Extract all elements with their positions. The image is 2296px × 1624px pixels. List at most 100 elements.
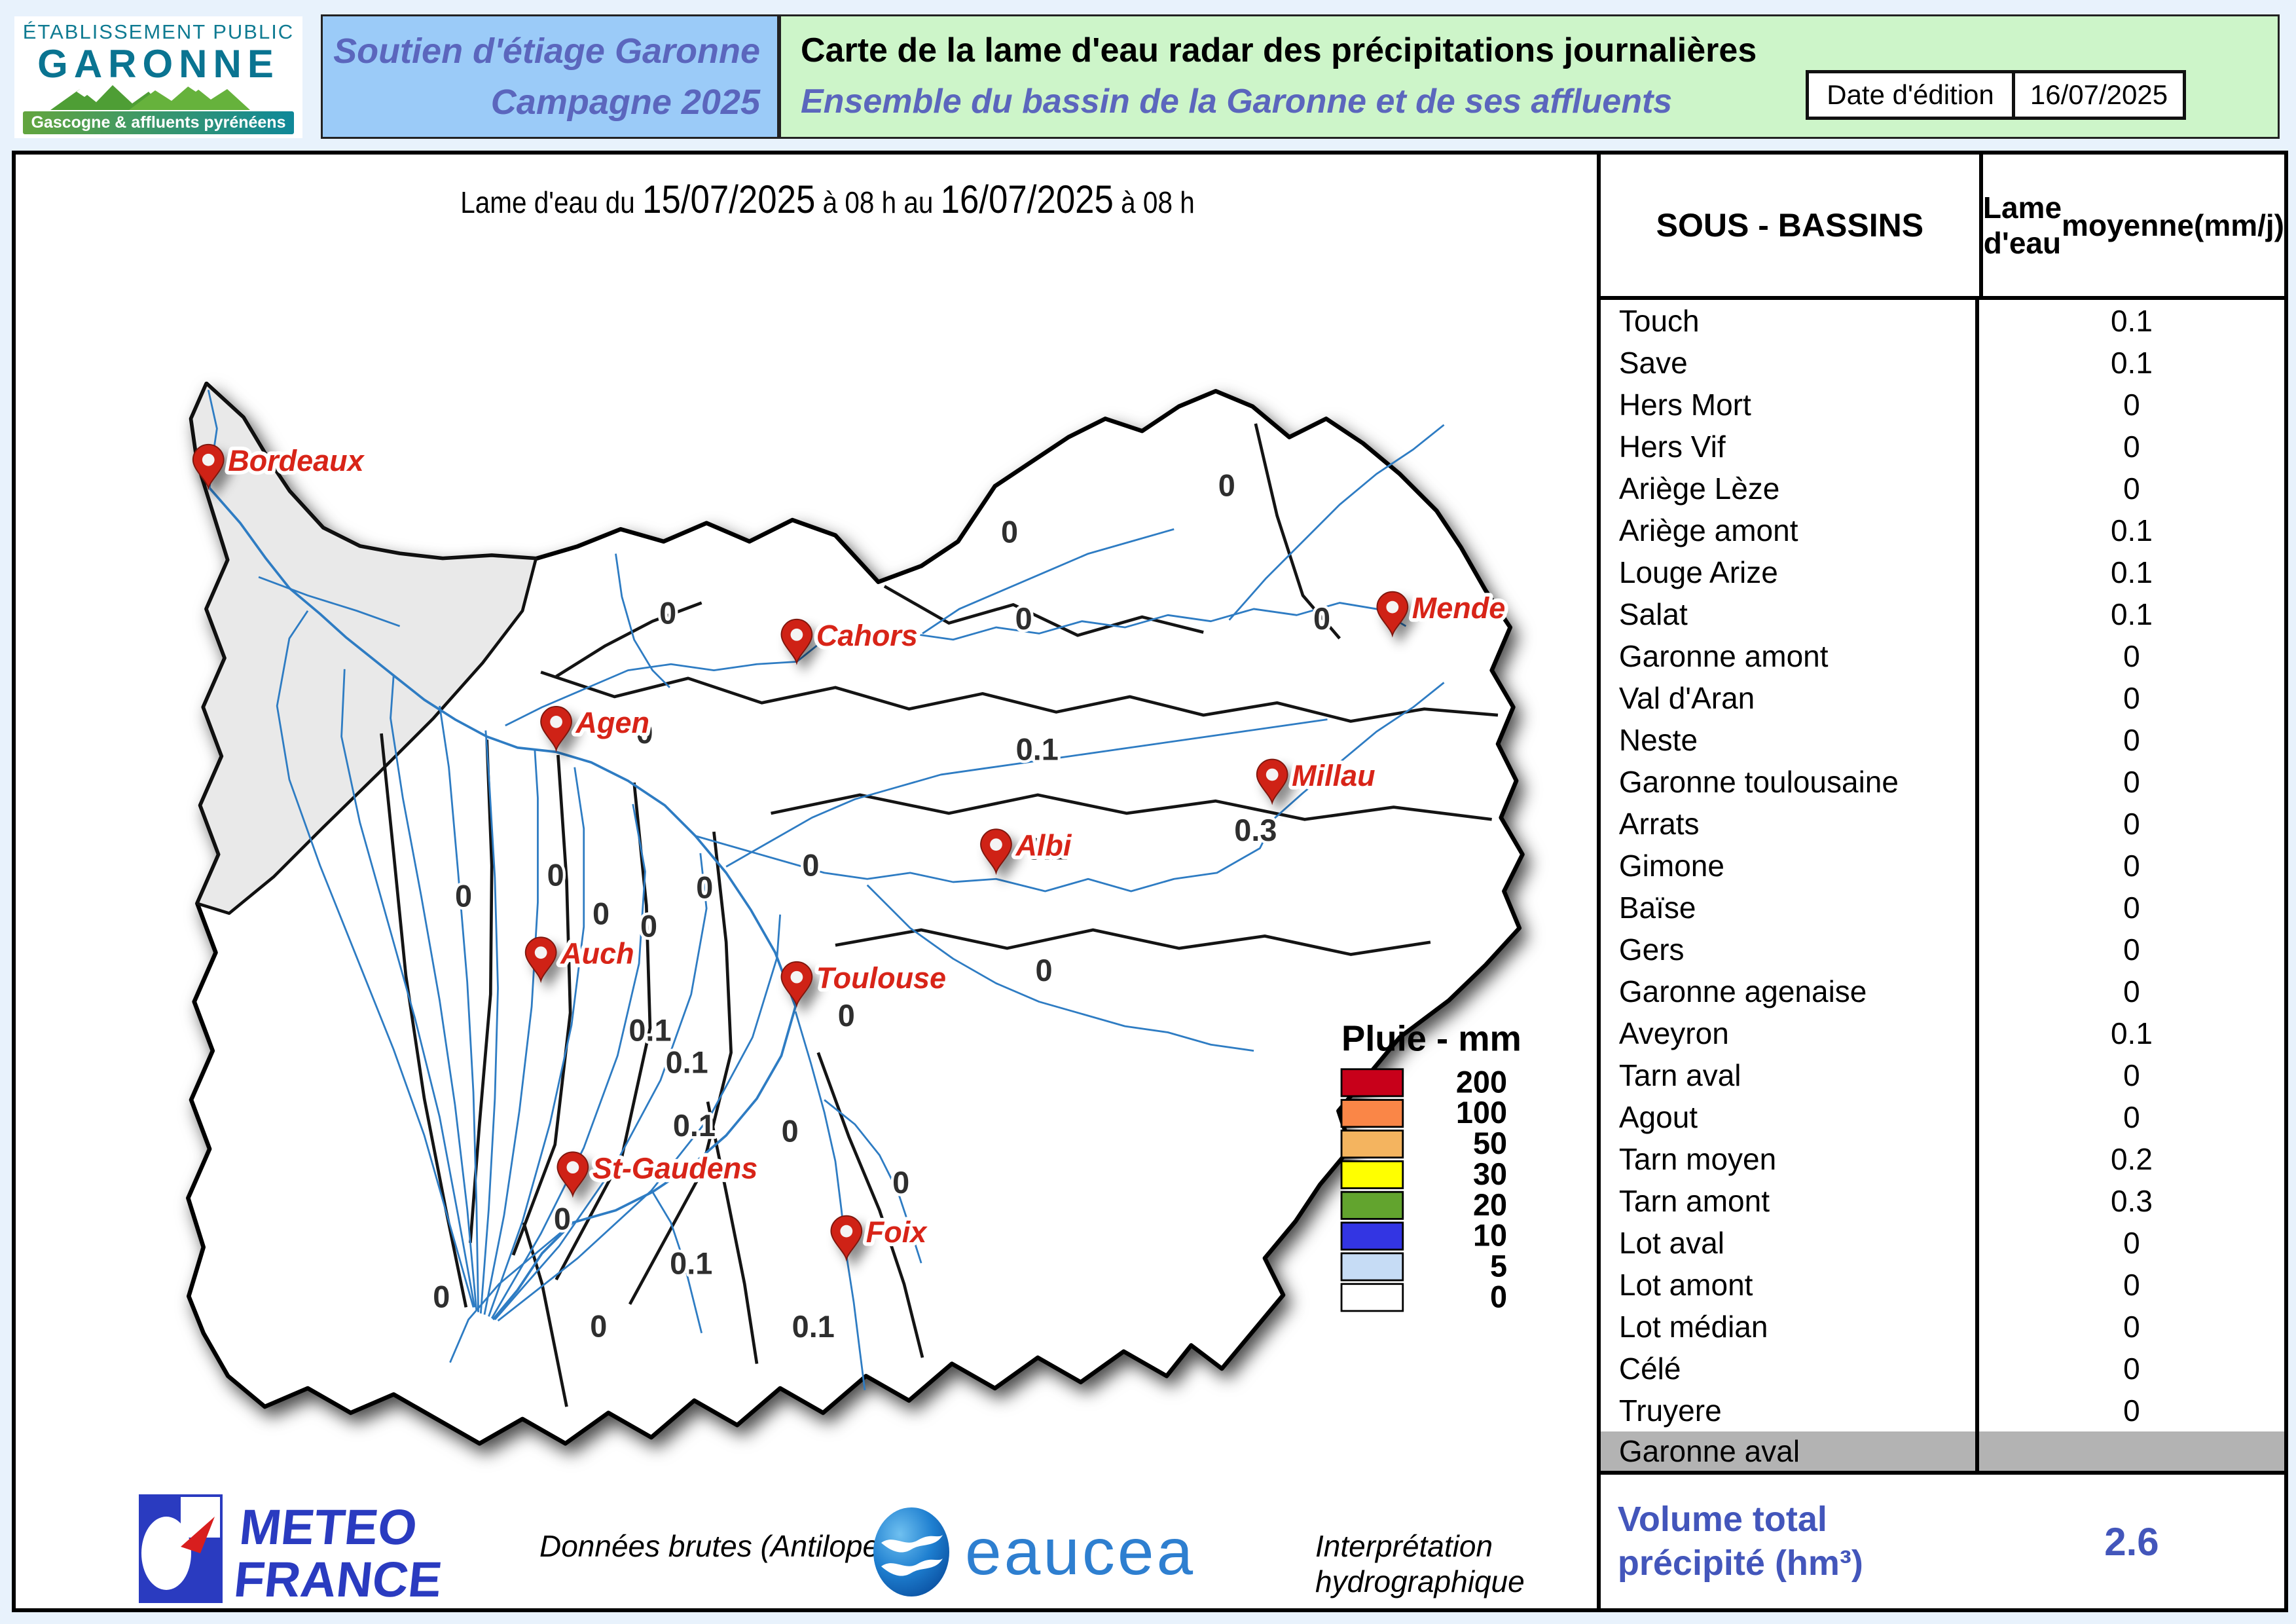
eaucea-wordmark: eaucea — [965, 1515, 1195, 1589]
pin-icon — [980, 828, 1012, 876]
row-value: 0 — [2123, 891, 2140, 925]
legend-label-10: 10 — [1473, 1219, 1507, 1253]
table-row: Salat 0.1 — [1601, 593, 2284, 635]
mountains-icon — [50, 84, 250, 111]
map-title: Lame d'eau du 15/07/2025 à 08 h au 16/07… — [113, 177, 1542, 222]
pin-hole-icon — [202, 453, 215, 466]
city-label-mende: Mende — [1412, 591, 1505, 625]
eaucea-logo: eaucea — [867, 1502, 1286, 1604]
volume-total: Volume total précipité (hm³) 2.6 — [1600, 1471, 2284, 1608]
report-title: Carte de la lame d'eau radar des précipi… — [801, 31, 1757, 69]
row-name: Tarn amont — [1601, 1180, 1979, 1222]
legend-swatch-5 — [1340, 1252, 1404, 1282]
table-row: Touch 0.1 — [1601, 300, 2284, 342]
row-value: 0 — [2123, 1352, 2140, 1386]
map-value-label: 0.1 — [792, 1310, 835, 1344]
city-label-albi: Albi — [1015, 829, 1072, 862]
row-value: 0.1 — [2110, 304, 2153, 338]
pin-icon — [830, 1215, 863, 1262]
table-row: Lot amont 0 — [1601, 1264, 2284, 1306]
table-row-garonne-aval: Garonne aval — [1600, 1431, 2284, 1471]
table-row: Hers Mort 0 — [1601, 384, 2284, 426]
row-value: 0 — [2123, 639, 2140, 673]
table-row: Hers Vif 0 — [1601, 426, 2284, 468]
row-name: Neste — [1601, 719, 1979, 761]
volume-label: Volume total précipité (hm³) — [1617, 1499, 1863, 1583]
row-name: Célé — [1601, 1348, 1979, 1390]
city-pin-bordeaux — [192, 443, 225, 490]
map-value-label: 0.1 — [670, 1247, 712, 1281]
row-name: Ariège amont — [1601, 509, 1979, 551]
city-label-toulouse: Toulouse — [816, 961, 946, 995]
table-row: Tarn amont 0.3 — [1601, 1180, 2284, 1222]
table-row: Val d'Aran 0 — [1601, 677, 2284, 719]
row-value: 0 — [2123, 849, 2140, 883]
row-name: Garonne agenaise — [1601, 970, 1979, 1012]
table-row: Gimone 0 — [1601, 845, 2284, 887]
row-value: 0.1 — [2110, 346, 2153, 380]
map-value-label: 0 — [433, 1280, 450, 1314]
edition-date-value: 16/07/2025 — [2012, 70, 2186, 120]
subbasins-table: SOUS - BASSINS Lame d'eau moyenne (mm/j) T… — [1596, 155, 2284, 1608]
map-value-label: 0.1 — [666, 1045, 708, 1079]
pin-hole-icon — [534, 946, 547, 959]
map-value-label: 0.2 — [1026, 832, 1068, 866]
legend-swatch-30 — [1340, 1160, 1404, 1189]
legend-label-200: 200 — [1456, 1065, 1507, 1099]
row-value: 0 — [2123, 723, 2140, 757]
table-row: Gers 0 — [1601, 929, 2284, 970]
row-name: Garonne aval — [1601, 1431, 1979, 1471]
pin-hole-icon — [1386, 600, 1399, 614]
epgaronne-logo: ÉTABLISSEMENT PUBLIC GARONNE Gascogne & … — [14, 16, 302, 138]
edition-date: Date d'édition 16/07/2025 — [1806, 70, 2186, 120]
row-name: Salat — [1601, 593, 1979, 635]
city-label-st-gaudens: St-Gaudens — [592, 1152, 757, 1185]
row-value: 0 — [2123, 974, 2140, 1008]
map-value-label: 0 — [640, 909, 657, 943]
logo-banner: Gascogne & affluents pyrénéens — [23, 111, 294, 135]
data-source-text: Données brutes (Antilope) — [539, 1529, 890, 1563]
volume-value: 2.6 — [2104, 1519, 2159, 1564]
map-title-prefix: Lame d'eau du — [460, 185, 643, 219]
city-pin-cahors — [780, 619, 813, 665]
basin-outline — [186, 381, 1525, 1446]
garonne-aval-region — [189, 382, 538, 915]
row-name: Aveyron — [1601, 1012, 1979, 1054]
legend-title: Pluie - mm — [1341, 1019, 1522, 1059]
table-row: Tarn moyen 0.2 — [1601, 1138, 2284, 1180]
city-label-cahors: Cahors — [816, 619, 918, 652]
pin-icon — [780, 961, 813, 1008]
map-value-label: 0.1 — [673, 1109, 716, 1143]
map-value-label: 0 — [590, 1309, 607, 1343]
pin-icon — [780, 619, 813, 665]
row-value: 0 — [2123, 388, 2140, 422]
row-value: 0 — [2123, 1226, 2140, 1260]
row-name: Tarn aval — [1601, 1054, 1979, 1096]
map-value-label: 0 — [892, 1166, 909, 1200]
pin-hole-icon — [840, 1225, 853, 1238]
city-pin-toulouse — [780, 961, 813, 1008]
row-name: Touch — [1601, 300, 1979, 342]
row-value: 0.2 — [2110, 1142, 2153, 1176]
row-name: Val d'Aran — [1601, 677, 1979, 719]
logo-line2: GARONNE — [37, 41, 280, 86]
city-label-millau: Millau — [1292, 759, 1375, 792]
legend-swatch-100 — [1340, 1099, 1404, 1128]
row-value: 0 — [2123, 681, 2140, 715]
campaign-box: Soutien d'étiage Garonne Campagne 2025 — [321, 14, 779, 139]
city-label-auch: Auch — [560, 937, 634, 970]
legend-swatch-20 — [1340, 1190, 1404, 1220]
map-value-label: 0 — [802, 849, 819, 883]
legend-label-0: 0 — [1490, 1280, 1507, 1314]
map-value-label: 0.3 — [1234, 813, 1277, 847]
pin-icon — [556, 1151, 589, 1198]
map-area: 0 0 0 0 0 0 0.1 0.3 0.2 0 0 0 0 0 0 0 0 0.1 0.1 0.1 0 0 0 0.1 0 0… — [16, 155, 1597, 1608]
row-name: Lot médian — [1601, 1306, 1979, 1348]
row-value: 0.1 — [2110, 513, 2153, 547]
row-name: Tarn moyen — [1601, 1138, 1979, 1180]
row-name: Hers Mort — [1601, 384, 1979, 426]
row-value: 0.3 — [2110, 1184, 2153, 1218]
table-row: Save 0.1 — [1601, 342, 2284, 384]
map-value-label: 0 — [592, 897, 610, 931]
